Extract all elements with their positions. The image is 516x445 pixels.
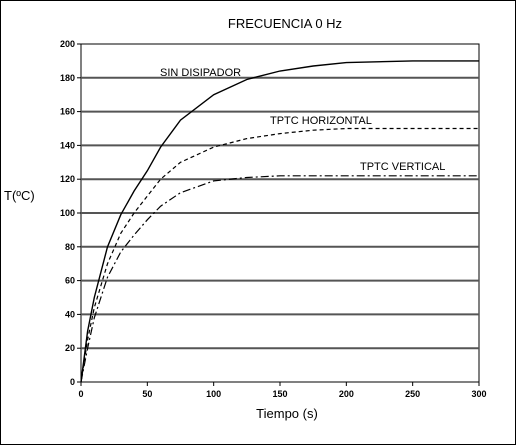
x-axis-ticks: 0 50 100 150 200 250 300 [78,382,487,399]
y-axis-ticks: 0 20 40 60 80 100 120 140 160 180 200 [60,39,81,387]
y-tick-label: 60 [65,276,75,286]
series-label-1: SIN DISIPADOR [160,67,241,79]
y-tick-label: 80 [65,242,75,252]
series-line-1 [80,60,479,383]
series-line-3 [80,175,479,383]
x-tick-label: 150 [272,389,287,399]
x-tick-label: 300 [471,389,486,399]
x-tick-label: 200 [339,389,354,399]
series-line-2 [80,127,479,383]
series-annotations: SIN DISIPADOR TPTC HORIZONTAL TPTC VERTICA… [160,67,445,173]
x-tick-label: 250 [405,389,420,399]
x-tick-label: 50 [142,389,152,399]
x-axis-label: Tiempo (s) [256,406,318,421]
y-tick-label: 180 [60,73,75,83]
y-tick-label: 0 [70,377,75,387]
y-tick-label: 40 [65,309,75,319]
y-tick-label: 140 [60,140,75,150]
x-tick-label: 100 [206,389,221,399]
x-tick-label: 0 [78,389,83,399]
y-tick-label: 100 [60,208,75,218]
y-tick-label: 200 [60,39,75,49]
y-tick-label: 20 [65,343,75,353]
y-tick-label: 160 [60,107,75,117]
series-label-2: TPTC HORIZONTAL [270,115,372,127]
grid-lines [81,76,479,350]
y-tick-label: 120 [60,174,75,184]
chart-title: FRECUENCIA 0 Hz [228,16,342,31]
series-lines [80,60,479,383]
series-label-3: TPTC VERTICAL [360,161,445,173]
y-axis-label: T(ºC) [4,188,35,203]
